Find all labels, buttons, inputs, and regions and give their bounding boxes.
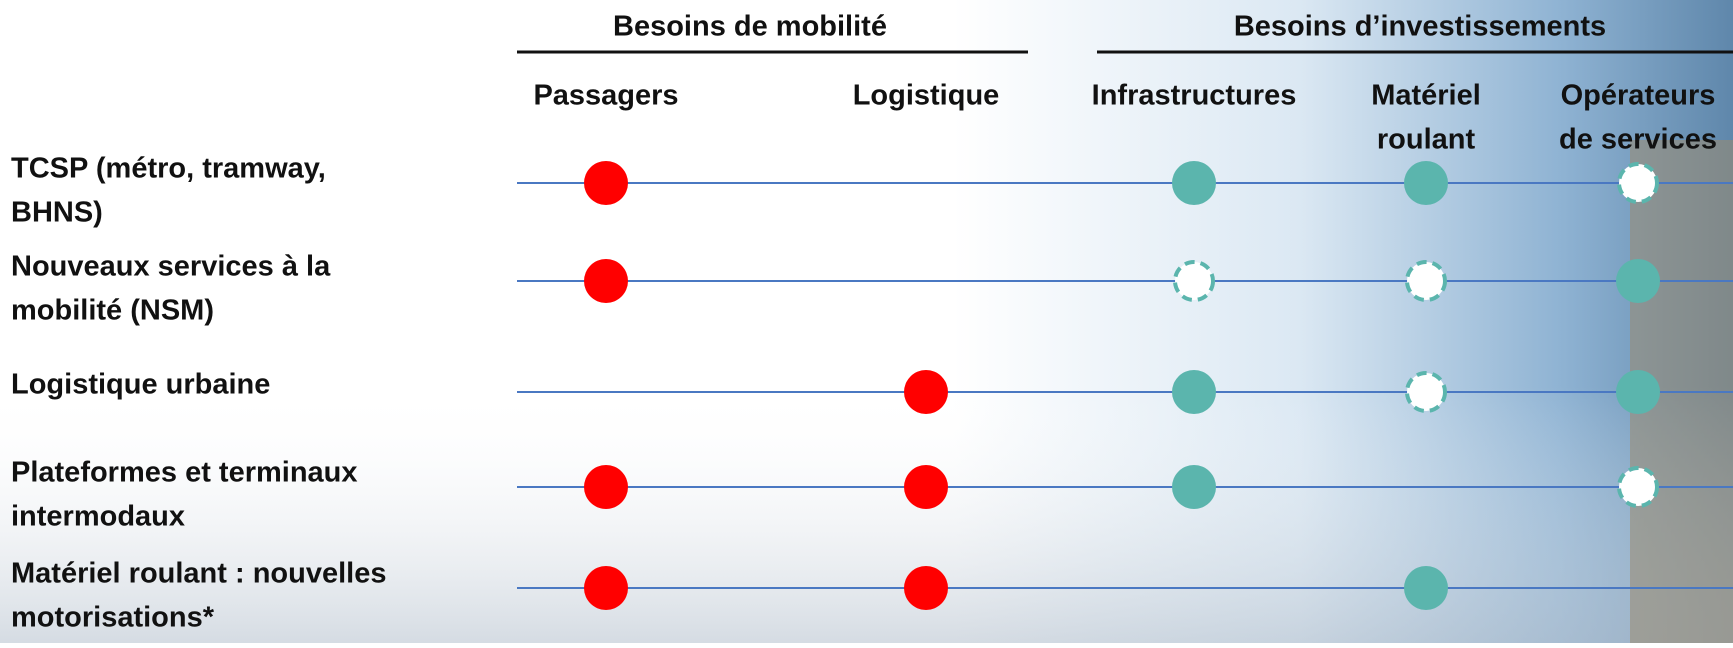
marker-solid — [904, 370, 948, 414]
marker-dashed — [1619, 164, 1657, 202]
marker-solid — [1172, 370, 1216, 414]
marker-dashed — [1407, 262, 1445, 300]
row-label: TCSP (métro, tramway, — [11, 153, 326, 185]
marker-solid — [584, 161, 628, 205]
page: {"groups": [ {"title": "Besoins de mobil… — [0, 0, 1733, 643]
row-label: motorisations* — [11, 602, 215, 634]
column-label: de services — [1559, 124, 1717, 156]
row-label: intermodaux — [11, 501, 185, 533]
marker-solid — [1404, 161, 1448, 205]
row-label: BHNS) — [11, 197, 103, 229]
row-label: mobilité (NSM) — [11, 295, 214, 327]
marker-solid — [1616, 370, 1660, 414]
marker-solid — [1404, 566, 1448, 610]
marker-solid — [584, 259, 628, 303]
marker-solid — [1616, 259, 1660, 303]
row-label: Logistique urbaine — [11, 369, 270, 401]
matrix: Passagers Logistique Besoins de mobilité In… — [0, 0, 1733, 643]
marker-solid — [904, 465, 948, 509]
column-label: Infrastructures — [1092, 80, 1297, 112]
column-label: roulant — [1377, 124, 1476, 156]
marker-solid — [1172, 161, 1216, 205]
marker-solid — [584, 566, 628, 610]
column-label: Passagers — [533, 80, 678, 112]
row-label: Matériel roulant : nouvelles — [11, 558, 386, 590]
row-label: Nouveaux services à la — [11, 251, 331, 283]
marker-solid — [1172, 465, 1216, 509]
column-label: Opérateurs — [1561, 80, 1716, 112]
group-title: Besoins de mobilité — [613, 11, 887, 43]
group-title: Besoins d’investissements — [1234, 11, 1606, 43]
column-label: Matériel — [1371, 80, 1481, 112]
row-label: Plateformes et terminaux — [11, 457, 358, 489]
marker-solid — [904, 566, 948, 610]
marker-solid — [584, 465, 628, 509]
marker-dashed — [1619, 468, 1657, 506]
column-label: Logistique — [853, 80, 1000, 112]
marker-dashed — [1407, 373, 1445, 411]
marker-dashed — [1175, 262, 1213, 300]
